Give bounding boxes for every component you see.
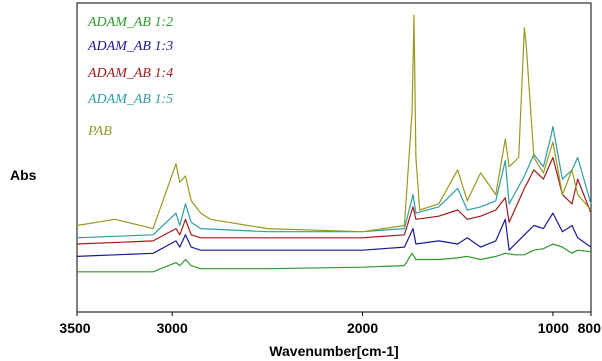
plot-frame [76, 2, 592, 313]
x-axis-ticks: 3500 3000 2000 1000 800 [59, 312, 601, 336]
series-line-3 [76, 125, 592, 239]
legend-entry-1: ADAM_AB 1:3 [87, 39, 173, 54]
x-tick-label-2: 2000 [347, 320, 378, 336]
x-tick-label-4: 800 [578, 320, 602, 336]
series-line-4 [76, 14, 592, 233]
x-tick-label-1: 3000 [157, 320, 188, 336]
y-axis-label: Abs [10, 167, 37, 183]
legend-entry-2: ADAM_AB 1:4 [87, 66, 173, 81]
series-layer [76, 14, 592, 273]
x-axis-label: Wavenumber[cm-1] [269, 343, 398, 359]
x-tick-label-3: 1000 [538, 320, 569, 336]
series-line-1 [76, 212, 592, 257]
legend-entry-4: PAB [87, 124, 112, 139]
legend: ADAM_AB 1:2 ADAM_AB 1:3 ADAM_AB 1:4 ADAM_AB… [87, 15, 173, 139]
x-tick-label-0: 3500 [59, 320, 90, 336]
series-line-0 [77, 243, 592, 273]
legend-entry-0: ADAM_AB 1:2 [87, 15, 173, 30]
series-line-2 [76, 156, 592, 245]
legend-entry-3: ADAM_AB 1:5 [87, 92, 173, 107]
